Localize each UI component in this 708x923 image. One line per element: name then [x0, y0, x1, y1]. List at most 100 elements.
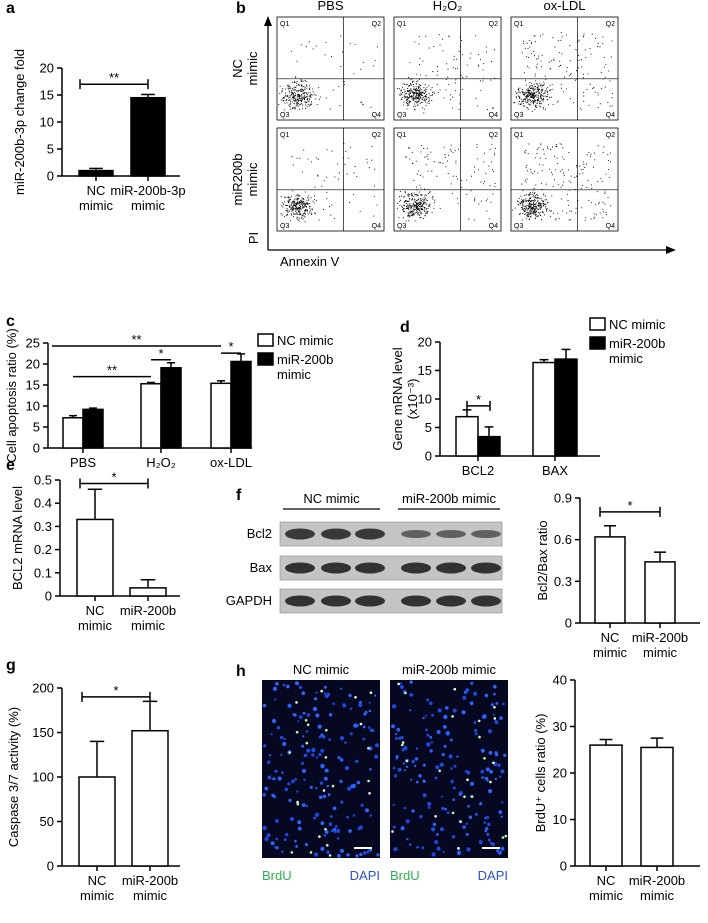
nucleus: [287, 782, 291, 786]
nucleus: [344, 766, 350, 771]
cytometry-dot: [583, 91, 585, 94]
nucleus: [351, 783, 356, 789]
cytometry-dot: [313, 195, 315, 197]
cytometry-dot: [544, 92, 546, 94]
legend-swatch: [257, 333, 274, 347]
cytometry-dot: [414, 109, 416, 111]
cytometry-dot: [582, 172, 584, 174]
nucleus: [489, 769, 494, 774]
nucleus: [302, 711, 306, 715]
cytometry-dot: [292, 190, 294, 192]
cytometry-dot: [319, 96, 321, 98]
cytometry-dot: [531, 52, 533, 54]
nucleus: [468, 815, 473, 819]
y-tick-label: 10: [418, 392, 432, 407]
cytometry-dot: [411, 192, 413, 194]
cytometry-dot: [296, 94, 298, 96]
cytometry-dot: [559, 143, 561, 145]
cytometry-dot: [409, 203, 411, 205]
cytometry-dot: [420, 212, 422, 214]
nucleus: [465, 832, 469, 836]
nucleus: [453, 764, 457, 768]
cytometry-dot: [414, 194, 416, 196]
brdu-nucleus: [295, 701, 298, 704]
nucleus: [330, 815, 333, 818]
blot-band: [355, 562, 385, 574]
brdu-nucleus: [369, 691, 373, 694]
cytometry-dot: [543, 203, 545, 205]
cytometry-dot: [300, 213, 302, 216]
nucleus: [443, 744, 447, 748]
cytometry-dot: [288, 84, 290, 86]
cytometry-dot: [420, 97, 422, 99]
panel-letter: b: [236, 0, 246, 17]
cytometry-dot: [419, 88, 421, 90]
nucleus: [403, 806, 406, 810]
cytometry-dot: [526, 97, 528, 99]
cytometry-dot: [517, 200, 519, 202]
cytometry-dot: [534, 75, 536, 77]
cytometry-dot: [461, 88, 463, 91]
cytometry-dot: [540, 84, 542, 86]
nucleus: [315, 756, 318, 759]
cytometry-dot: [531, 82, 533, 85]
cytometry-dot: [466, 76, 468, 78]
blot-band: [355, 595, 385, 607]
cytometry-dot: [531, 207, 534, 209]
cytometry-dot: [552, 103, 554, 106]
cytometry-dot: [302, 218, 304, 220]
cytometry-dot: [605, 63, 607, 65]
cytometry-dot: [293, 212, 295, 214]
y-tick-label: 20: [553, 766, 567, 781]
nucleus: [305, 730, 309, 733]
nucleus: [431, 713, 434, 717]
cytometry-dot: [486, 210, 488, 212]
cytometry-dot: [306, 202, 308, 204]
cytometry-dot: [289, 197, 291, 199]
cytometry-dot: [590, 218, 592, 220]
bar: [140, 382, 162, 449]
cytometry-dot: [557, 100, 560, 102]
cytometry-dot: [455, 90, 457, 92]
cytometry-dot: [421, 207, 423, 210]
cytometry-dot: [558, 51, 560, 54]
cytometry-dot: [527, 65, 529, 67]
cytometry-dot: [416, 91, 418, 93]
cytometry-dot: [599, 103, 601, 105]
nucleus: [368, 709, 372, 713]
cytometry-dot: [602, 152, 604, 154]
cytometry-dot: [534, 85, 537, 87]
cytometry-dot: [404, 196, 406, 198]
brdu-nucleus: [304, 719, 308, 722]
cytometry-dot: [470, 175, 473, 177]
cytometry-dot: [525, 55, 527, 58]
cytometry-dot: [525, 95, 527, 98]
cytometry-dot: [418, 84, 420, 86]
cytometry-dot: [578, 59, 580, 61]
cytometry-dot: [417, 90, 419, 92]
cytometry-dot: [543, 93, 545, 95]
nucleus: [480, 748, 485, 753]
cytometry-dot: [563, 174, 565, 176]
cytometry-dot: [308, 105, 310, 107]
brdu-nucleus: [296, 802, 300, 806]
text-line: miR-200b: [122, 873, 178, 888]
cytometry-dot: [306, 84, 308, 86]
cytometry-dot: [562, 91, 565, 93]
y-tick-label: 0.1: [34, 565, 52, 580]
cytometry-dot: [418, 98, 420, 100]
cytometry-dot: [466, 64, 468, 66]
cytometry-dot: [594, 91, 596, 93]
cytometry-dot: [531, 87, 533, 89]
brdu-nucleus: [438, 769, 442, 773]
cytometry-dot: [304, 96, 307, 98]
bar: [76, 518, 114, 597]
cytometry-dot: [307, 101, 309, 103]
cytometry-dot: [298, 97, 300, 99]
cytometry-dot: [419, 91, 422, 93]
cytometry-dot: [523, 94, 525, 96]
cytometry-dot: [302, 207, 304, 209]
cytometry-dot: [604, 86, 606, 88]
cytometry-dot: [531, 96, 533, 99]
cytometry-dot: [353, 73, 355, 75]
